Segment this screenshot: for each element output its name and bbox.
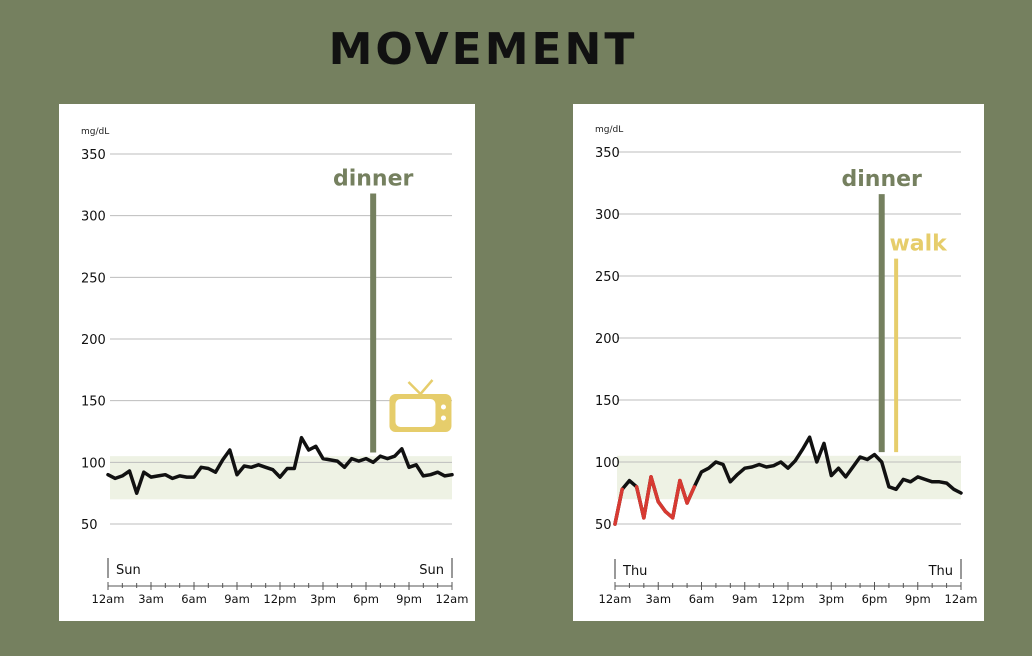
x-tick-label: 12am [599, 592, 632, 606]
x-tick-label: 12pm [771, 592, 804, 606]
x-tick-label: 9am [732, 592, 758, 606]
glucose-low-segment [649, 475, 660, 504]
glucose-low-segment [670, 478, 682, 520]
y-tick-label: 100 [595, 456, 620, 471]
y-tick-label: 300 [81, 210, 106, 225]
y-tick-label: 200 [81, 333, 106, 348]
chart-panel-left: mg/dL 50 100 150 200 250 300 350 dinner Sun Sun 12a… [59, 104, 475, 621]
x-tick-label: 6pm [353, 592, 379, 606]
glucose-chart-sunday: mg/dL 50 100 150 200 250 300 350 dinner Sun Sun 12a… [81, 127, 469, 606]
y-tick-label: 250 [81, 271, 106, 286]
x-tick-label: 6am [689, 592, 715, 606]
x-tick-label: 12pm [263, 592, 296, 606]
y-tick-label: 350 [595, 146, 620, 161]
y-tick-label: 50 [81, 518, 98, 533]
glucose-line [106, 435, 454, 495]
event-label-walk: walk [889, 232, 948, 257]
glucose-low-segment [656, 499, 668, 514]
y-unit-label: mg/dL [595, 125, 623, 135]
page-title: MOVEMENT [328, 24, 638, 75]
glucose-low-segment [678, 478, 689, 505]
x-tick-label: 3am [645, 592, 671, 606]
day-label-end: Sun [419, 563, 444, 578]
x-tick-label: 6pm [862, 592, 888, 606]
y-tick-label: 300 [595, 208, 620, 223]
glucose-low-segment [634, 485, 646, 520]
x-tick-label: 12am [92, 592, 125, 606]
x-tick-label: 9pm [905, 592, 931, 606]
x-tick-label: 9am [224, 592, 250, 606]
event-label-dinner: dinner [333, 166, 414, 191]
chart-panel-right: mg/dL 50 100 150 200 250 300 350 dinner walk Thu Th… [573, 104, 984, 621]
x-tick-label: 12am [945, 592, 978, 606]
y-tick-label: 350 [81, 148, 106, 163]
glucose-low-segment [613, 487, 624, 526]
y-tick-label: 200 [595, 332, 620, 347]
tv-icon [389, 379, 452, 432]
event-label-dinner: dinner [842, 167, 923, 192]
tv-antenna [419, 379, 434, 395]
x-tick-label: 3pm [310, 592, 336, 606]
tv-antenna [407, 381, 422, 395]
day-label-start: Sun [116, 563, 141, 578]
day-label-end: Thu [928, 564, 953, 579]
target-range-band [617, 455, 961, 500]
y-tick-label: 250 [595, 270, 620, 285]
y-tick-label: 50 [595, 518, 612, 533]
x-tick-label: 3pm [818, 592, 844, 606]
glucose-low-segment [642, 475, 653, 520]
tv-knob [440, 415, 446, 421]
day-label-start: Thu [622, 564, 647, 579]
x-tick-label: 9pm [396, 592, 422, 606]
tv-screen [395, 399, 436, 427]
y-tick-label: 150 [81, 395, 106, 410]
tv-knob [440, 404, 446, 410]
x-tick-label: 12am [436, 592, 469, 606]
x-tick-label: 3am [138, 592, 164, 606]
y-tick-label: 100 [81, 456, 106, 471]
x-tick-label: 6am [181, 592, 207, 606]
y-tick-label: 150 [595, 394, 620, 409]
glucose-chart-thursday: mg/dL 50 100 150 200 250 300 350 dinner walk Thu Th… [595, 125, 978, 606]
glucose-low-segment [685, 485, 697, 505]
y-unit-label: mg/dL [81, 127, 109, 137]
